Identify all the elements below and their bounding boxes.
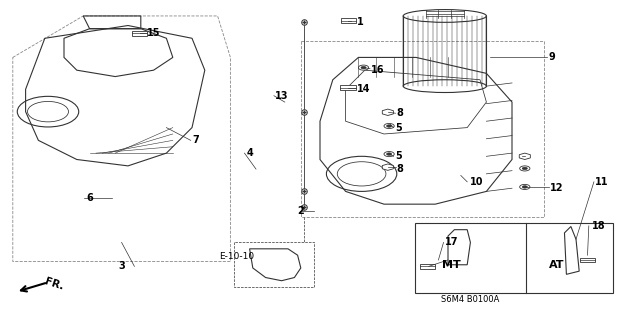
Circle shape	[387, 153, 392, 155]
Text: 15: 15	[147, 28, 161, 39]
Circle shape	[384, 123, 394, 129]
Bar	[341, 19, 356, 23]
Text: 10: 10	[470, 177, 484, 187]
Text: 9: 9	[548, 52, 556, 63]
Text: 2: 2	[298, 205, 305, 216]
Circle shape	[520, 184, 530, 189]
Circle shape	[384, 152, 394, 157]
Text: 18: 18	[592, 221, 605, 232]
Text: 1: 1	[357, 17, 364, 27]
Text: 16: 16	[371, 65, 385, 75]
Circle shape	[520, 166, 530, 171]
Text: 5: 5	[396, 151, 403, 161]
Text: MT: MT	[442, 260, 461, 270]
Text: 3: 3	[118, 261, 125, 271]
Text: 14: 14	[357, 84, 371, 94]
Text: AT: AT	[549, 260, 564, 270]
Text: 11: 11	[595, 177, 609, 187]
Text: 7: 7	[192, 135, 199, 145]
Polygon shape	[382, 109, 394, 115]
Bar	[580, 258, 595, 262]
Circle shape	[358, 65, 369, 70]
Bar	[420, 264, 435, 269]
Text: 8: 8	[397, 108, 404, 118]
Text: E-10-10: E-10-10	[220, 252, 254, 261]
Text: 17: 17	[445, 237, 458, 248]
Text: FR.: FR.	[44, 277, 65, 292]
Circle shape	[387, 125, 392, 127]
Text: S6M4 B0100A: S6M4 B0100A	[441, 295, 500, 304]
Polygon shape	[382, 164, 394, 170]
Bar	[415, 223, 613, 293]
Polygon shape	[519, 153, 531, 160]
Text: 5: 5	[396, 122, 403, 133]
Text: 4: 4	[246, 148, 253, 158]
Text: 8: 8	[397, 164, 404, 174]
Circle shape	[361, 66, 366, 69]
Text: 12: 12	[550, 183, 564, 193]
Bar	[340, 85, 356, 90]
Circle shape	[522, 186, 527, 188]
Bar	[132, 31, 147, 36]
Circle shape	[522, 167, 527, 170]
Text: 13: 13	[275, 91, 289, 101]
Text: 6: 6	[86, 193, 93, 203]
